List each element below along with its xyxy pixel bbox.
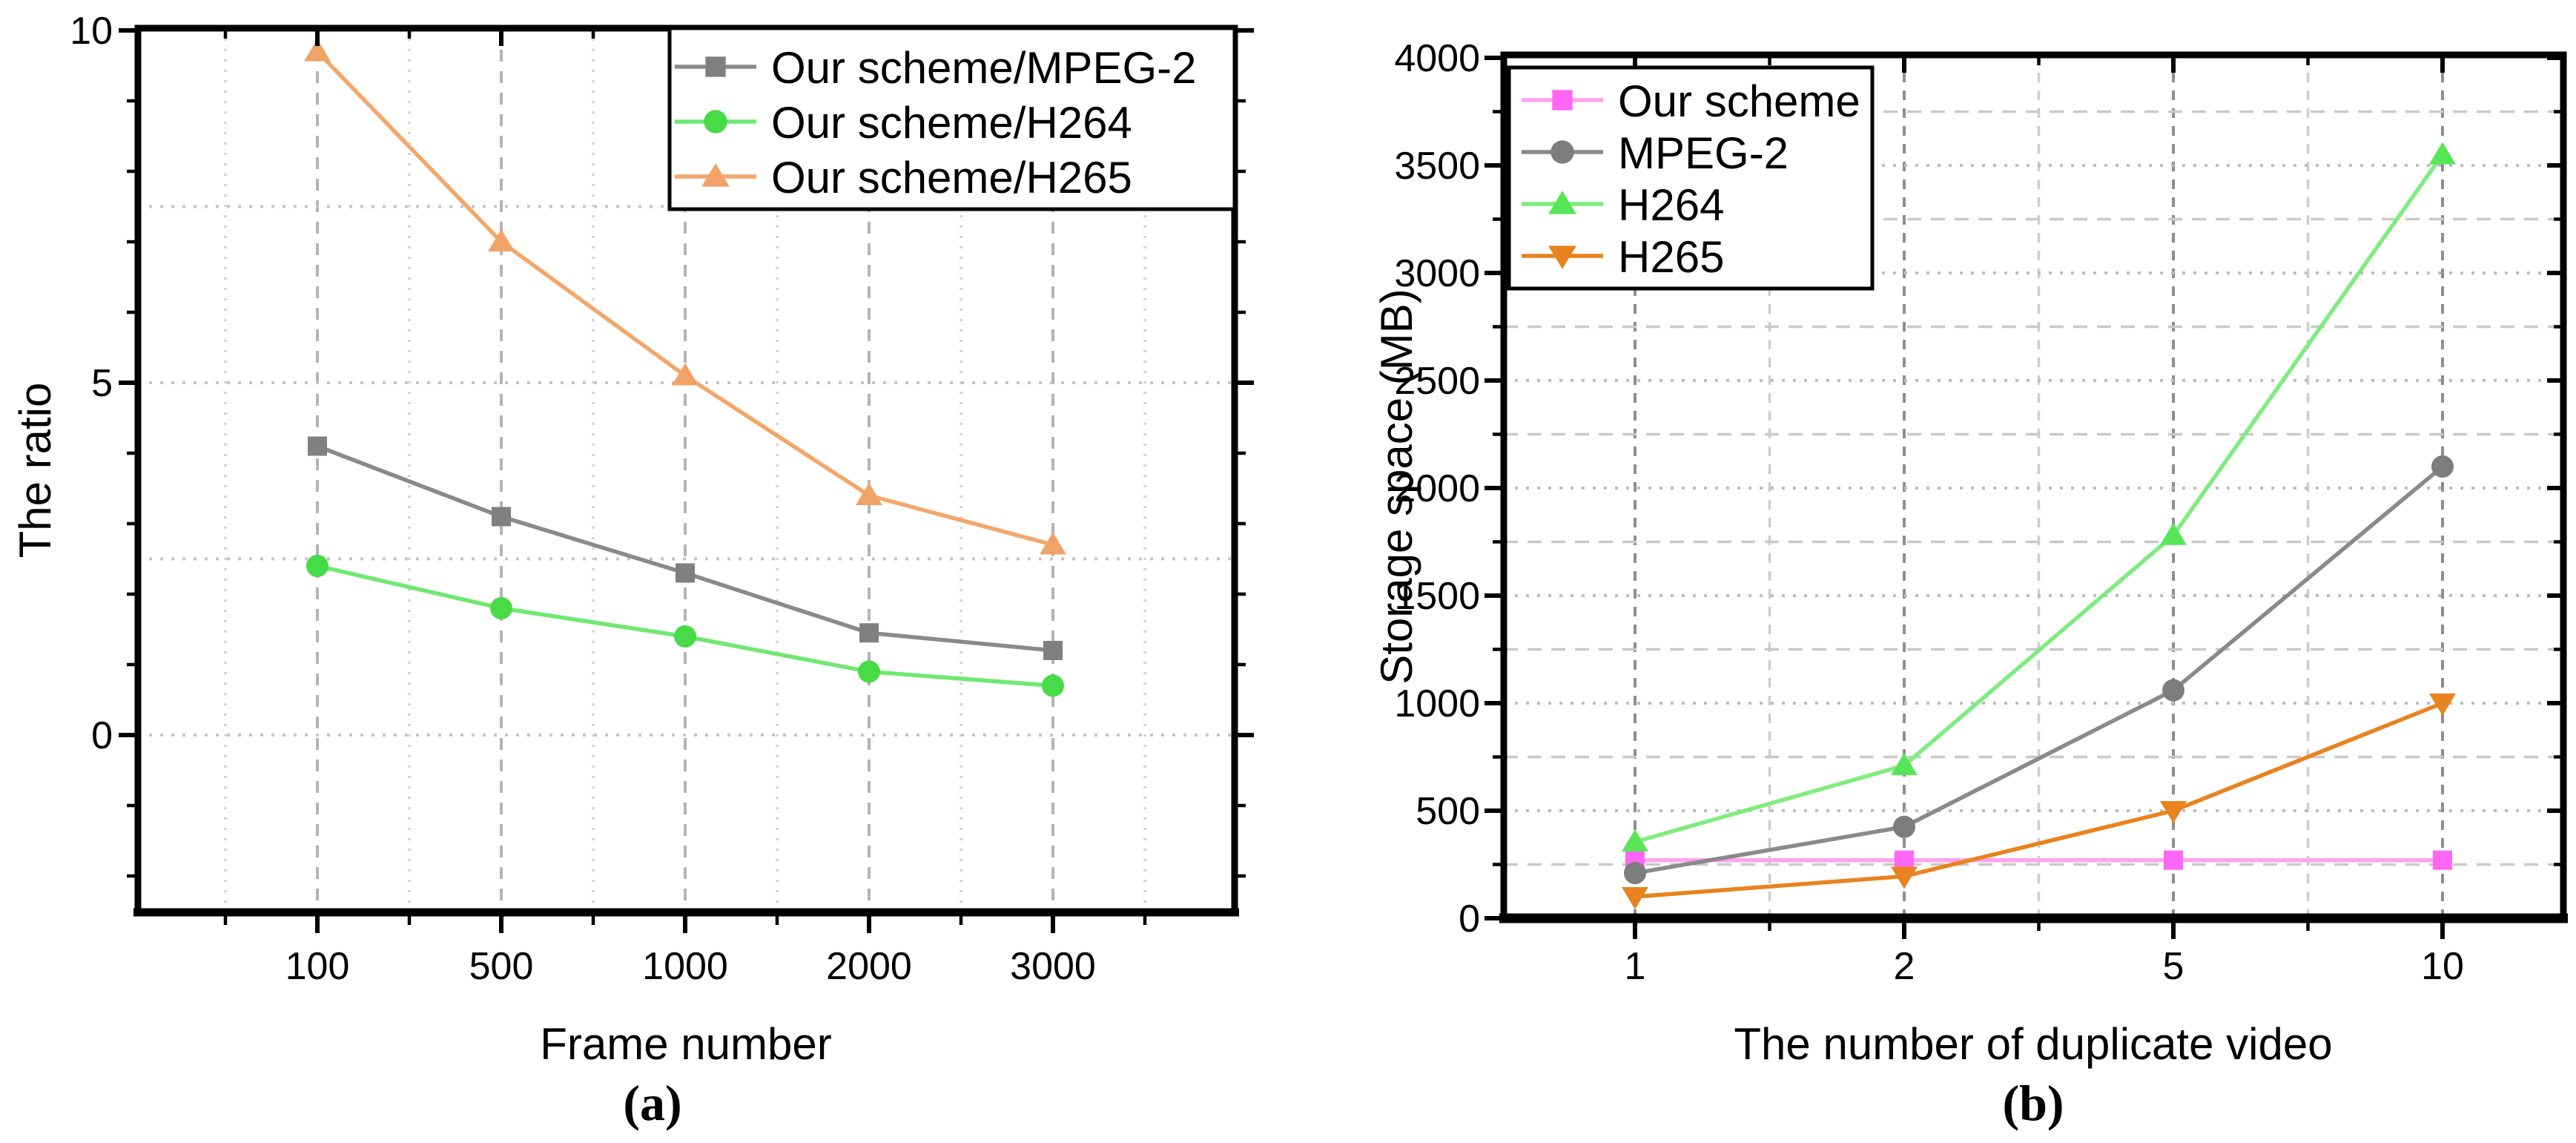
svg-text:5: 5 [2163, 945, 2184, 988]
y-axis-b: 0 500 1000 1500 2000 2500 3000 3500 4000 Storage … [1372, 37, 1480, 941]
x-axis-b: 1 2 5 10 The number of duplicate video [1625, 945, 2464, 1069]
svg-text:H264: H264 [1618, 180, 1724, 230]
svg-text:500: 500 [469, 945, 534, 988]
svg-text:4000: 4000 [1394, 37, 1480, 80]
svg-text:3000: 3000 [1010, 945, 1096, 988]
series-h265 [1622, 694, 2456, 909]
y-axis-title-b: Storage space (MB) [1372, 289, 1421, 685]
svg-text:3000: 3000 [1394, 252, 1480, 295]
svg-text:2000: 2000 [826, 945, 912, 988]
y-axis-a: 0 5 10 The ratio [10, 10, 113, 757]
series-mpeg-2 [1624, 455, 2454, 885]
svg-text:10: 10 [70, 10, 113, 53]
chart-a: 100 500 1000 2000 3000 Frame number 0 5 10 The ra… [10, 10, 1254, 1069]
x-axis-a: 100 500 1000 2000 3000 Frame number [285, 945, 1096, 1069]
x-axis-title-b: The number of duplicate video [1734, 1019, 2332, 1069]
chart-b: 1 2 5 10 The number of duplicate video 0 500 10… [1372, 37, 2568, 1069]
series-our-scheme-h265 [304, 39, 1066, 555]
svg-text:Our scheme/MPEG-2: Our scheme/MPEG-2 [771, 43, 1197, 93]
svg-text:10: 10 [2421, 945, 2464, 988]
x-axis-title-a: Frame number [540, 1019, 831, 1069]
svg-text:5: 5 [91, 362, 113, 405]
axis-ticks-b [1484, 55, 2563, 939]
svg-text:1: 1 [1625, 945, 1646, 988]
svg-text:1500: 1500 [1394, 575, 1480, 618]
svg-text:Our scheme/H265: Our scheme/H265 [771, 153, 1132, 202]
svg-text:2500: 2500 [1394, 360, 1480, 403]
caption-a: (a) [623, 1075, 682, 1131]
svg-text:Our scheme: Our scheme [1618, 76, 1860, 126]
series-our-scheme [1625, 850, 2452, 870]
svg-text:1000: 1000 [1394, 682, 1480, 725]
series-our-scheme-mpeg-2 [308, 436, 1063, 660]
svg-text:100: 100 [285, 945, 350, 988]
svg-text:0: 0 [1459, 897, 1480, 941]
caption-b: (b) [2002, 1075, 2064, 1131]
svg-text:2000: 2000 [1394, 467, 1480, 510]
svg-text:0: 0 [91, 714, 113, 757]
y-axis-title-a: The ratio [10, 383, 60, 559]
series-our-scheme-h264 [306, 555, 1064, 697]
svg-text:Our scheme/H264: Our scheme/H264 [771, 98, 1132, 148]
svg-text:H265: H265 [1618, 232, 1724, 282]
svg-text:MPEG-2: MPEG-2 [1618, 128, 1789, 178]
svg-text:2: 2 [1894, 945, 1915, 988]
svg-text:1000: 1000 [642, 945, 728, 988]
series-h264 [1622, 142, 2456, 852]
svg-text:500: 500 [1416, 790, 1480, 833]
svg-text:3500: 3500 [1394, 145, 1480, 188]
